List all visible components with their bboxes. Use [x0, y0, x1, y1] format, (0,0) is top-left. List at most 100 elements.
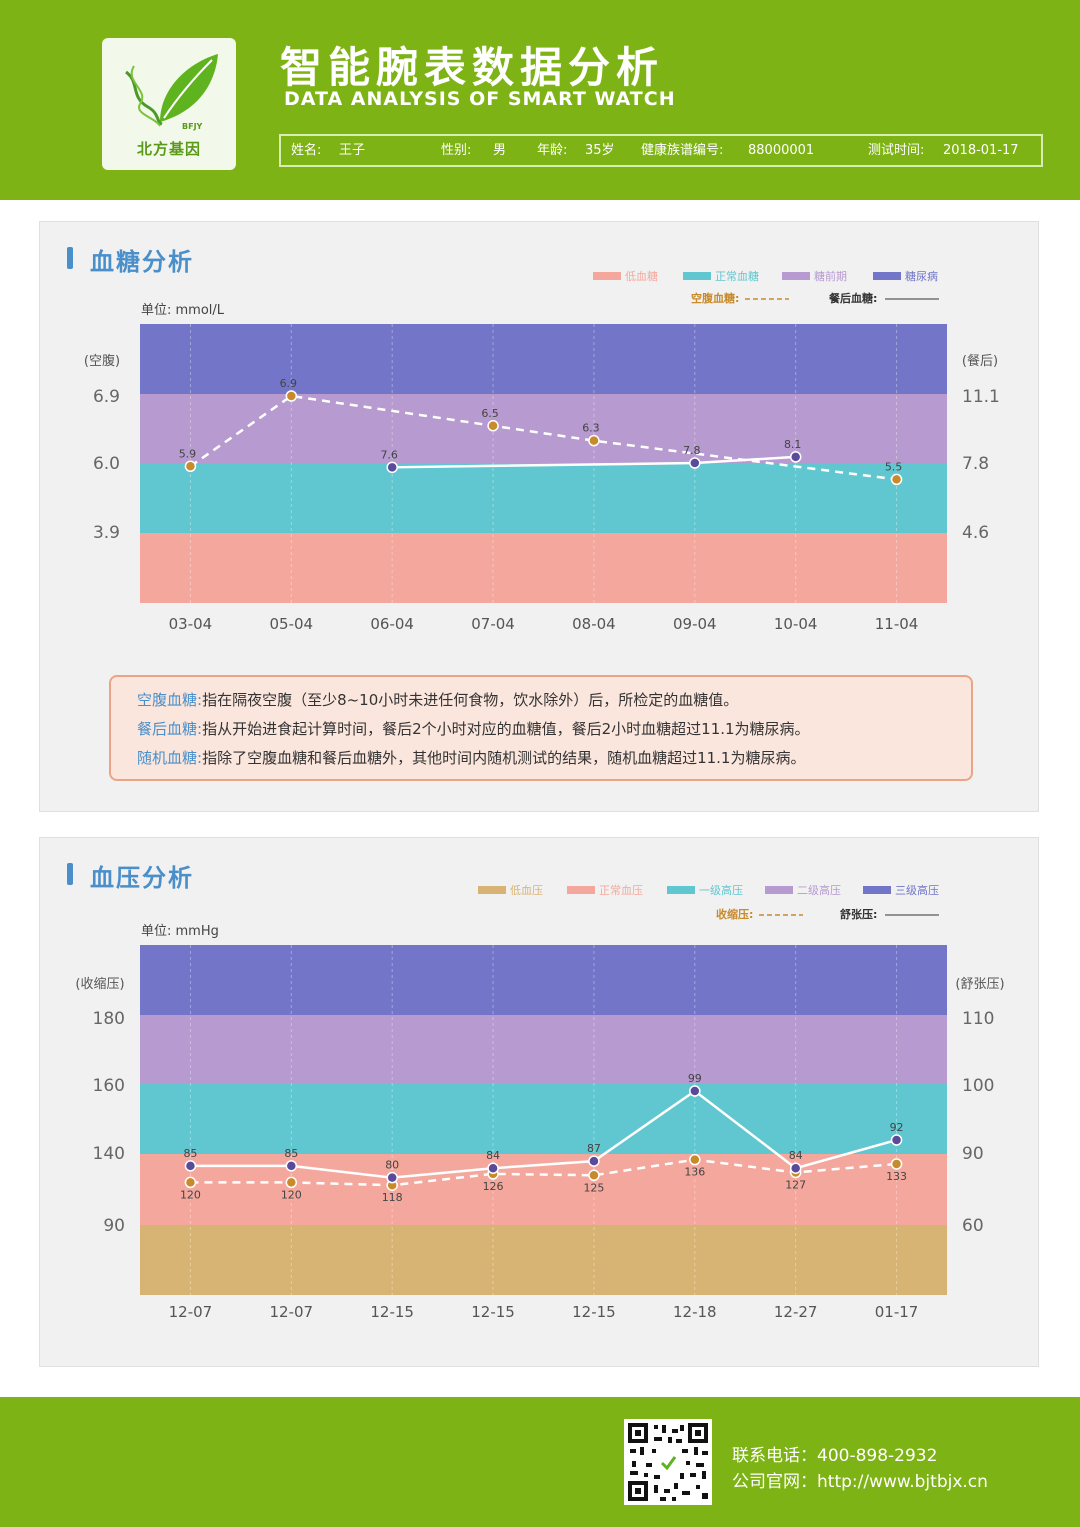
solid-line-swatch — [885, 298, 940, 300]
left-tick-label: 3.9 — [93, 523, 120, 543]
data-point — [285, 1176, 298, 1189]
legend-postmeal-line: 餐后血糖: — [829, 290, 941, 306]
data-point — [689, 457, 701, 469]
data-label: 6.9 — [280, 377, 298, 390]
pressure-chart: (收缩压) (舒张压) 180 160 140 90 110 100 90 60 12-07 12-0… — [75, 945, 1005, 1321]
legend-systolic-line: 收缩压: — [716, 906, 805, 922]
pressure-section-title: 血压分析 — [90, 864, 194, 892]
right-tick-label: 100 — [962, 1076, 994, 1096]
section-marker — [67, 247, 73, 269]
category-label: 09-04 — [673, 615, 717, 633]
note-random: 随机血糖:指除了空腹血糖和餐后血糖外，其他时间内随机测试的结果，随机血糖超过11… — [137, 749, 806, 767]
series-line-1 — [190, 1158, 897, 1187]
data-label: 127 — [785, 1178, 806, 1191]
page-subtitle: DATA ANALYSIS OF SMART WATCH — [284, 88, 676, 110]
data-label: 6.3 — [582, 422, 600, 435]
data-point — [588, 1155, 600, 1167]
legend-normal-glucose: 正常血糖 — [683, 268, 759, 284]
glucose-section-title: 血糖分析 — [90, 248, 194, 276]
data-label: 92 — [890, 1121, 904, 1134]
right-tick-label: 60 — [962, 1216, 984, 1236]
left-tick-label: 6.0 — [93, 454, 120, 474]
data-point — [789, 451, 802, 463]
data-label: 136 — [684, 1166, 705, 1179]
qr-code-icon — [624, 1419, 712, 1505]
logo-text: 北方基因 — [136, 140, 201, 158]
data-point — [588, 434, 600, 447]
category-label: 07-04 — [471, 615, 515, 633]
category-label: 05-04 — [270, 615, 314, 633]
legend-swatch — [782, 272, 810, 280]
series-line-2 — [190, 1089, 897, 1179]
contact-phone: 联系电话：400-898-2932 — [732, 1446, 938, 1466]
legend-swatch — [873, 272, 901, 280]
data-point — [689, 1153, 701, 1166]
data-label: 133 — [886, 1170, 907, 1183]
legend-swatch — [593, 272, 621, 280]
data-point — [184, 1176, 197, 1189]
right-tick-label: 110 — [962, 1009, 994, 1029]
data-point — [890, 1134, 903, 1146]
legend-diastolic-line: 舒张压: — [840, 906, 941, 922]
gender-value: 男 — [493, 143, 507, 158]
date-label: 测试时间: — [868, 143, 925, 158]
data-label: 5.9 — [179, 447, 197, 460]
data-point — [184, 1160, 197, 1172]
left-tick-label: 160 — [93, 1076, 125, 1096]
data-point — [386, 461, 398, 474]
data-label: 120 — [180, 1188, 201, 1201]
category-label: 12-07 — [169, 1303, 213, 1321]
left-tick-label: 6.9 — [93, 387, 120, 407]
data-label: 118 — [382, 1191, 403, 1204]
age-label: 年龄: — [537, 143, 568, 158]
section-marker — [67, 863, 73, 885]
data-point — [386, 1171, 398, 1184]
data-label: 84 — [789, 1149, 803, 1162]
right-tick-label: 11.1 — [962, 387, 1000, 407]
data-point — [487, 1162, 499, 1174]
right-axis-title: (舒张压) — [955, 977, 1004, 992]
data-label: 5.5 — [885, 460, 903, 473]
id-label: 健康族谱编号: — [641, 143, 724, 158]
footer-banner: 联系电话：400-898-2932 公司官网：http://www.bjtbjx… — [0, 1397, 1080, 1527]
pressure-panel: 血压分析 单位: mmHg 低血压 正常血压 一级高压 二级高压 三级高压 收缩… — [39, 837, 1039, 1367]
contact-website: 公司官网：http://www.bjtbjx.cn — [732, 1472, 988, 1492]
data-label: 125 — [583, 1181, 604, 1194]
glucose-notes: 空腹血糖:指在隔夜空腹（至少8~10小时未进任何食物，饮水除外）后，所检定的血糖… — [109, 675, 973, 781]
id-value: 88000001 — [748, 143, 815, 158]
right-tick-label: 4.6 — [962, 523, 989, 543]
left-axis-title: (收缩压) — [75, 976, 124, 992]
data-label: 7.8 — [683, 444, 701, 457]
band-3 — [140, 1084, 947, 1154]
category-label: 03-04 — [169, 615, 213, 633]
name-label: 姓名: — [291, 143, 322, 158]
left-tick-label: 90 — [103, 1216, 125, 1236]
data-label: 80 — [385, 1159, 399, 1172]
data-label: 99 — [688, 1072, 702, 1085]
band-4 — [140, 324, 947, 394]
right-tick-label: 90 — [962, 1144, 984, 1164]
gender-label: 性别: — [441, 143, 472, 158]
data-label: 120 — [281, 1188, 302, 1201]
data-label: 87 — [587, 1142, 601, 1155]
age-value: 35岁 — [585, 143, 615, 158]
category-label: 12-07 — [270, 1303, 314, 1321]
band-1 — [140, 533, 947, 603]
data-point — [890, 473, 903, 486]
category-label: 12-15 — [370, 1303, 414, 1321]
category-label: 10-04 — [774, 615, 818, 633]
band-1 — [140, 1225, 947, 1295]
category-label: 01-17 — [875, 1303, 919, 1321]
pressure-unit: 单位: mmHg — [141, 924, 219, 939]
legend-stage3: 三级高压 — [863, 882, 939, 898]
category-label: 06-04 — [370, 615, 414, 633]
legend-swatch — [765, 886, 793, 894]
data-point — [890, 1158, 903, 1170]
legend-normal-pressure: 正常血压 — [567, 882, 643, 898]
band-2 — [140, 463, 947, 533]
header-banner: BFJY 北方基因 智能腕表数据分析 DATA ANALYSIS OF SMAR… — [0, 0, 1080, 200]
category-label: 08-04 — [572, 615, 616, 633]
legend-swatch — [667, 886, 695, 894]
legend-stage2: 二级高压 — [765, 882, 841, 898]
data-point — [689, 1085, 701, 1097]
